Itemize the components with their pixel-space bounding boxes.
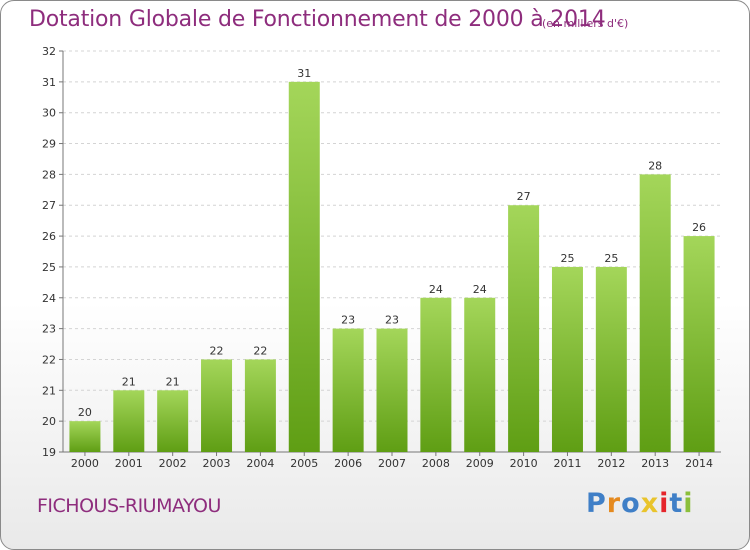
data-label-2002: 21: [166, 375, 180, 388]
bar-2003: [201, 359, 233, 452]
data-label-2014: 26: [692, 221, 706, 234]
y-tick-label: 19: [42, 446, 56, 459]
x-tick-label-2002: 2002: [159, 457, 187, 470]
bar-2006: [332, 328, 364, 452]
x-tick-label-2012: 2012: [597, 457, 625, 470]
bar-2009: [464, 297, 496, 452]
y-tick-label: 30: [42, 107, 56, 120]
commune-name: FICHOUS-RIUMAYOU: [37, 495, 221, 517]
y-tick-label: 25: [42, 261, 56, 274]
bar-2013: [639, 174, 671, 452]
x-tick-label-2009: 2009: [466, 457, 494, 470]
data-label-2000: 20: [78, 406, 92, 419]
logo-letter: x: [640, 488, 660, 519]
x-tick-label-2000: 2000: [71, 457, 99, 470]
bar-2000: [69, 421, 101, 452]
bar-2004: [244, 359, 276, 452]
x-tick-label-2007: 2007: [378, 457, 406, 470]
x-tick-label-2006: 2006: [334, 457, 362, 470]
logo-letter: o: [621, 488, 641, 519]
data-label-2009: 24: [473, 283, 487, 296]
data-label-2004: 22: [253, 344, 267, 357]
y-tick-label: 27: [42, 199, 56, 212]
logo-letter: i: [683, 488, 694, 519]
bar-2001: [113, 390, 145, 452]
y-tick-label: 32: [42, 45, 56, 58]
x-tick-label-2014: 2014: [685, 457, 713, 470]
bar-2012: [595, 266, 627, 452]
y-tick-label: 28: [42, 168, 56, 181]
bar-2007: [376, 328, 408, 452]
bar-2008: [420, 297, 452, 452]
x-tick-label-2010: 2010: [510, 457, 538, 470]
x-tick-label-2005: 2005: [290, 457, 318, 470]
y-tick-label: 23: [42, 323, 56, 336]
logo-letter: r: [606, 488, 622, 519]
logo-letter: t: [669, 488, 684, 519]
y-tick-label: 20: [42, 415, 56, 428]
y-tick-label: 31: [42, 76, 56, 89]
bar-2002: [157, 390, 189, 452]
chart-title: Dotation Globale de Fonctionnement de 20…: [29, 7, 606, 32]
chart-unit: (en milliers d'€): [542, 17, 629, 30]
y-tick-label: 24: [42, 292, 56, 305]
data-label-2012: 25: [604, 252, 618, 265]
bar-2014: [683, 236, 715, 452]
data-label-2011: 25: [560, 252, 574, 265]
data-label-2013: 28: [648, 159, 662, 172]
y-tick-label: 29: [42, 138, 56, 151]
data-label-2006: 23: [341, 314, 355, 327]
data-label-2001: 21: [122, 375, 136, 388]
x-tick-label-2008: 2008: [422, 457, 450, 470]
data-label-2007: 23: [385, 314, 399, 327]
bar-2005: [288, 81, 320, 452]
x-tick-label-2011: 2011: [553, 457, 581, 470]
x-tick-label-2004: 2004: [246, 457, 274, 470]
data-label-2010: 27: [517, 190, 531, 203]
logo-letter: i: [659, 488, 670, 519]
logo-letter: P: [586, 488, 607, 519]
x-tick-label-2003: 2003: [203, 457, 231, 470]
proxiti-logo: Proxiti: [586, 488, 694, 519]
y-tick-label: 22: [42, 353, 56, 366]
y-tick-label: 21: [42, 384, 56, 397]
bar-2010: [508, 205, 540, 452]
x-tick-label-2013: 2013: [641, 457, 669, 470]
bar-2011: [551, 266, 583, 452]
data-label-2005: 31: [297, 67, 311, 80]
y-tick-label: 26: [42, 230, 56, 243]
data-label-2008: 24: [429, 283, 443, 296]
data-label-2003: 22: [210, 344, 224, 357]
x-tick-label-2001: 2001: [115, 457, 143, 470]
